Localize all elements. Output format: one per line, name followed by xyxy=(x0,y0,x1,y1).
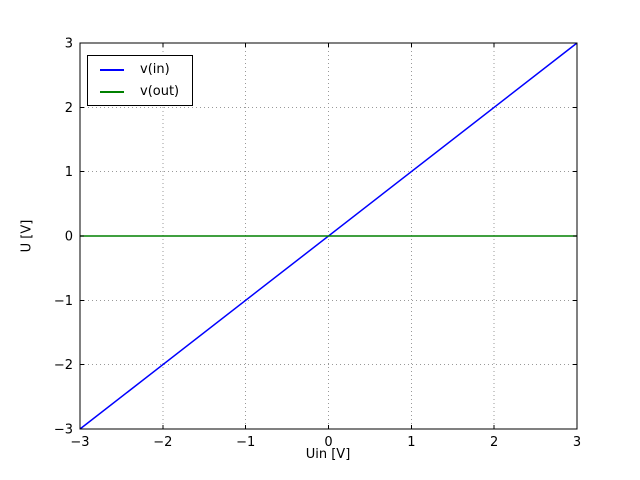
y-tick-label: 1 xyxy=(65,165,73,180)
x-tick-label: 3 xyxy=(573,435,581,450)
legend-item-vout: v(out) xyxy=(100,83,192,100)
y-tick-label: 3 xyxy=(65,37,73,52)
x-tick-label: 2 xyxy=(490,435,498,450)
legend-line-sample-vout xyxy=(100,90,124,93)
legend-item-vin: v(in) xyxy=(100,61,192,78)
legend-label-vin: v(in) xyxy=(140,62,170,77)
x-tick-label: −2 xyxy=(153,435,172,450)
y-tick-label: 2 xyxy=(65,101,73,116)
legend-label-vout: v(out) xyxy=(140,84,180,99)
legend-line-sample-vin xyxy=(100,68,124,71)
x-tick-label: 0 xyxy=(324,435,332,450)
legend: v(in) v(out) xyxy=(87,55,193,106)
x-tick-label: −3 xyxy=(70,435,89,450)
x-tick-label: 1 xyxy=(407,435,415,450)
y-tick-label: −1 xyxy=(54,294,73,309)
y-axis-label: U [V] xyxy=(19,219,35,253)
y-tick-label: −3 xyxy=(54,423,73,438)
x-axis-label: Uin [V] xyxy=(305,447,351,462)
x-tick-label: −1 xyxy=(236,435,255,450)
y-tick-label: −2 xyxy=(54,358,73,373)
y-tick-label: 0 xyxy=(65,230,73,245)
